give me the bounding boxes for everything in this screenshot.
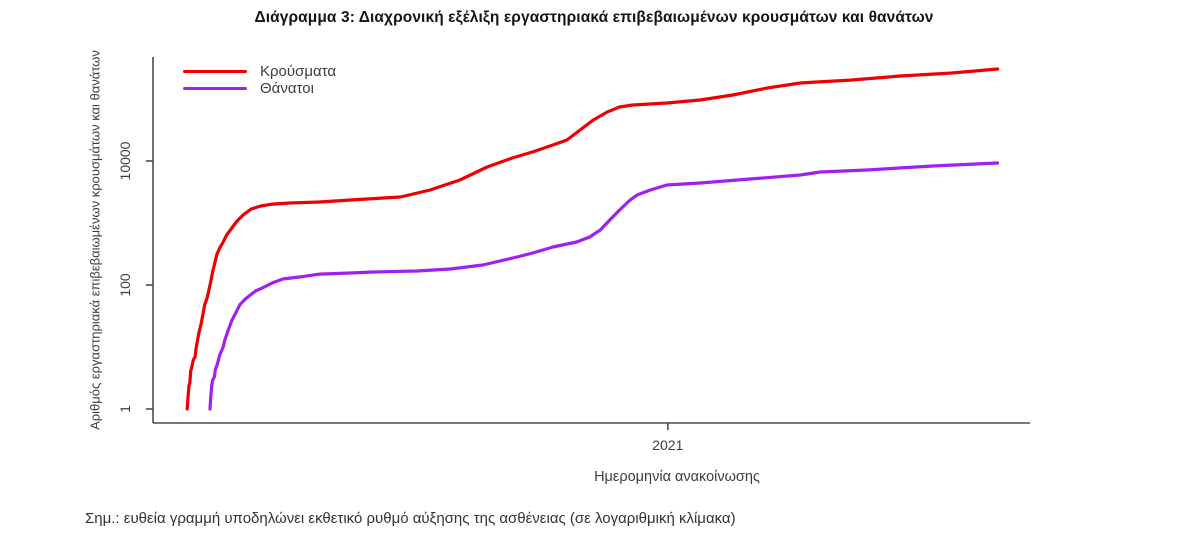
y-tick-label: 1: [117, 405, 133, 413]
series-line-cases: [185, 67, 1000, 411]
y-tick-label: 10000: [117, 141, 133, 181]
x-tick-label: 2021: [652, 437, 684, 453]
legend-item-deaths: Θάνατοι: [183, 80, 336, 97]
legend-label-cases: Κρούσματα: [260, 63, 337, 80]
deaths-line-swatch: [183, 86, 247, 91]
legend: Κρούσματα Θάνατοι: [183, 63, 336, 97]
series-line-deaths: [208, 161, 1000, 411]
y-axis-title: Αριθμός εργαστηριακά επιβεβαιωμένων κρου…: [87, 50, 103, 430]
y-tick-label: 100: [117, 273, 133, 297]
x-axis-title: Ημερομηνία ανακοίνωσης: [594, 469, 760, 485]
cases-line-swatch: [183, 69, 247, 74]
footnote: Σημ.: ευθεία γραμμή υποδηλώνει εκθετικό …: [85, 510, 736, 527]
chart-title: Διάγραμμα 3: Διαχρονική εξέλιξη εργαστηρ…: [254, 9, 934, 26]
legend-item-cases: Κρούσματα: [183, 63, 336, 80]
legend-label-deaths: Θάνατοι: [260, 80, 314, 97]
